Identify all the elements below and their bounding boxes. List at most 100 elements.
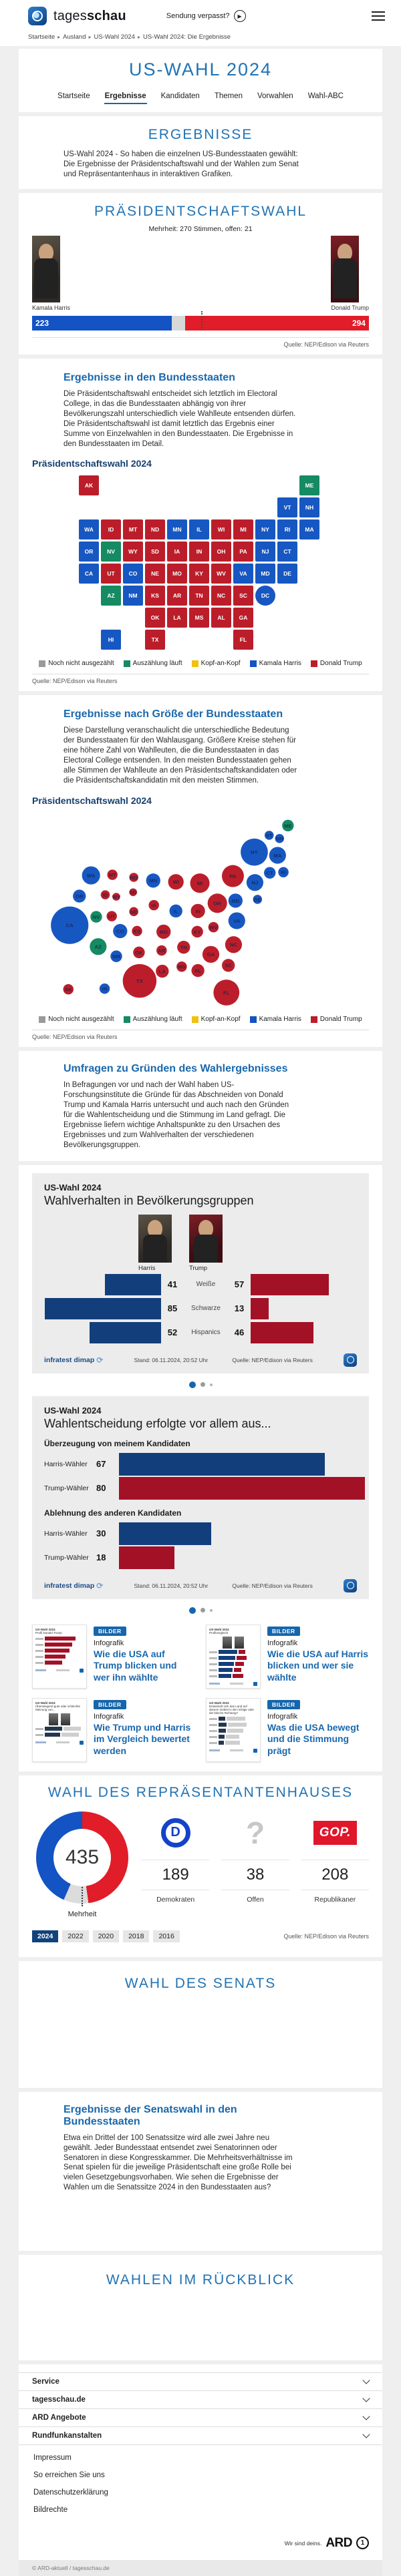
bubble-state-AZ[interactable] [90, 938, 107, 955]
map-state-AZ[interactable]: AZ [101, 586, 121, 606]
bubble-state-CT[interactable] [263, 867, 276, 879]
map-state-MO[interactable]: MO [167, 564, 187, 584]
map-state-GA[interactable]: GA [233, 608, 253, 628]
bubble-state-FL[interactable] [213, 980, 240, 1006]
bubble-state-MO[interactable] [156, 924, 171, 939]
bubble-state-AK[interactable] [63, 984, 74, 995]
bubble-state-WI[interactable] [168, 874, 184, 890]
bubble-state-MD[interactable] [228, 893, 243, 908]
map-state-LA[interactable]: LA [167, 608, 187, 628]
accordion-tagesschau-de[interactable]: tagesschau.de [19, 2390, 382, 2408]
map-state-AL[interactable]: AL [211, 608, 231, 628]
map-state-CO[interactable]: CO [123, 564, 143, 584]
bubble-state-WV[interactable] [208, 921, 219, 933]
tab-wahl-abc[interactable]: Wahl-ABC [307, 92, 344, 100]
dot[interactable] [209, 1383, 213, 1386]
bubble-state-HI[interactable] [99, 983, 110, 994]
map-state-SD[interactable]: SD [145, 542, 165, 562]
tab-ergebnisse[interactable]: Ergebnisse [104, 89, 147, 104]
bubble-state-LA[interactable] [156, 964, 169, 978]
tab-kandidaten[interactable]: Kandidaten [160, 92, 200, 100]
bubble-state-ID[interactable] [100, 890, 110, 899]
map-state-MD[interactable]: MD [255, 564, 275, 584]
bubble-state-CO[interactable] [113, 923, 128, 939]
bubble-state-NJ[interactable] [246, 874, 264, 891]
map-state-UT[interactable]: UT [101, 564, 121, 584]
year-button-2024[interactable]: 2024 [32, 1930, 59, 1942]
bubble-state-IL[interactable] [169, 904, 182, 918]
map-state-OK[interactable]: OK [145, 608, 165, 628]
map-state-VT[interactable]: VT [277, 497, 297, 518]
teaser-title[interactable]: Wie die USA auf Harris blicken und wer s… [267, 1648, 369, 1683]
map-state-VA[interactable]: VA [233, 564, 253, 584]
map-state-MT[interactable]: MT [123, 519, 143, 540]
map-state-MI[interactable]: MI [233, 519, 253, 540]
bubble-state-NY[interactable] [241, 838, 268, 866]
bubble-state-NE[interactable] [129, 907, 138, 917]
teaser-title[interactable]: Was die USA bewegt und die Stimmung präg… [267, 1721, 360, 1756]
bubble-state-MS[interactable] [176, 961, 187, 972]
map-state-WY[interactable]: WY [123, 542, 143, 562]
bubble-state-UT[interactable] [106, 911, 117, 921]
hamburger-menu-icon[interactable] [369, 9, 388, 23]
sendung-verpasst-link[interactable]: Sendung verpasst? ▶ [166, 10, 246, 22]
bubble-state-IA[interactable] [148, 899, 159, 911]
house-donut-chart[interactable]: 435 [36, 1811, 128, 1906]
bubble-state-OK[interactable] [133, 946, 145, 959]
bubble-state-IN[interactable] [190, 903, 205, 919]
map-state-NH[interactable]: NH [299, 497, 319, 518]
map-state-FL[interactable]: FL [233, 630, 253, 650]
dot[interactable] [200, 1608, 205, 1613]
map-state-NC[interactable]: NC [211, 586, 231, 606]
map-state-DC[interactable]: DC [255, 586, 275, 606]
footer-link[interactable]: Bildrechte [33, 2505, 68, 2514]
map-state-NY[interactable]: NY [255, 519, 275, 540]
bubble-state-TX[interactable] [122, 963, 157, 998]
teaser-3[interactable]: US-Wahl 2024 Überwiegend gute oder schlec… [32, 1697, 195, 1762]
bubble-state-AR[interactable] [156, 945, 167, 956]
map-state-KS[interactable]: KS [145, 586, 165, 606]
bubble-state-NH[interactable] [275, 834, 285, 843]
bubble-state-VT[interactable] [264, 831, 274, 840]
map-state-WV[interactable]: WV [211, 564, 231, 584]
tab-themen[interactable]: Themen [214, 92, 243, 100]
teaser-2[interactable]: US-Wahl 2024 Profilvergleich BILDER Infogra… [206, 1624, 369, 1689]
dot[interactable] [209, 1608, 213, 1612]
year-button-2022[interactable]: 2022 [62, 1930, 89, 1942]
bubble-state-CA[interactable] [51, 906, 89, 944]
map-state-WI[interactable]: WI [211, 519, 231, 540]
teaser-4[interactable]: US-Wahl 2024 Entwickelt sich das Land auf… [206, 1697, 369, 1762]
bubble-state-VA[interactable] [228, 912, 245, 929]
bubble-state-RI[interactable] [278, 867, 289, 878]
tab-startseite[interactable]: Startseite [57, 92, 90, 100]
teaser-title[interactable]: Wie die USA auf Trump blicken und wer ih… [94, 1648, 177, 1683]
bubble-state-WA[interactable] [82, 866, 100, 885]
tagesschau-logo-icon[interactable] [28, 7, 47, 25]
bubble-state-NM[interactable] [110, 950, 122, 963]
bubble-state-MN[interactable] [146, 873, 160, 888]
map-state-WA[interactable]: WA [79, 519, 99, 540]
bubble-state-ME[interactable] [282, 819, 294, 832]
map-state-MA[interactable]: MA [299, 519, 319, 540]
play-icon[interactable]: ▶ [233, 10, 246, 22]
teaser-title[interactable]: Wie Trump und Harris im Vergleich bewert… [94, 1721, 191, 1756]
dot-active[interactable] [188, 1381, 196, 1388]
map-state-KY[interactable]: KY [189, 564, 209, 584]
map-state-NE[interactable]: NE [145, 564, 165, 584]
map-state-IN[interactable]: IN [189, 542, 209, 562]
bubble-state-MT[interactable] [107, 869, 118, 880]
accordion-service[interactable]: Service [19, 2372, 382, 2390]
bubble-state-OH[interactable] [207, 893, 227, 913]
map-state-AK[interactable]: AK [79, 475, 99, 496]
bubble-state-KS[interactable] [132, 925, 142, 937]
breadcrumb-item[interactable]: US-Wahl 2024 [94, 33, 135, 41]
breadcrumb-item[interactable]: Startseite [28, 33, 55, 41]
footer-link[interactable]: So erreichen Sie uns [33, 2471, 105, 2479]
bubble-state-ND[interactable] [129, 873, 138, 882]
breadcrumb-item[interactable]: US-Wahl 2024: Die Ergebnisse [142, 33, 231, 41]
map-state-HI[interactable]: HI [101, 630, 121, 650]
year-button-2020[interactable]: 2020 [92, 1930, 120, 1942]
tab-vorwahlen[interactable]: Vorwahlen [257, 92, 293, 100]
bubble-state-SC[interactable] [221, 959, 235, 972]
year-button-2018[interactable]: 2018 [123, 1930, 150, 1942]
